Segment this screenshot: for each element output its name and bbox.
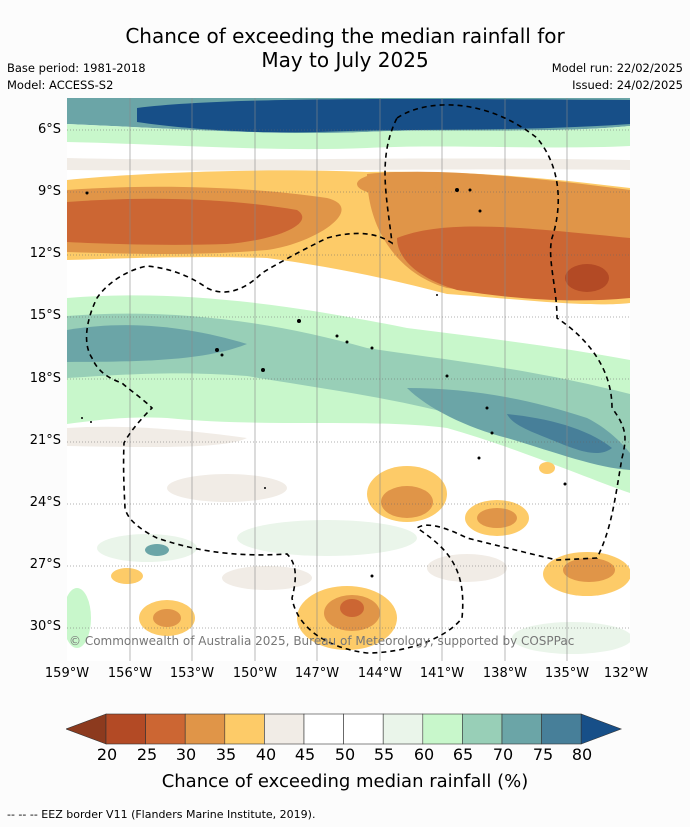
zone-70-east bbox=[407, 388, 630, 470]
colorbar-tick: 45 bbox=[294, 745, 316, 764]
lat-label: 9°S bbox=[37, 184, 61, 199]
lon-label: 156°W bbox=[107, 666, 153, 681]
colorbar-tick: 65 bbox=[452, 745, 474, 764]
graticule bbox=[67, 129, 630, 629]
lat-label: 24°S bbox=[29, 495, 61, 510]
zone-35-s2 bbox=[477, 508, 517, 528]
model-run: Model run: 22/02/2025 bbox=[551, 61, 683, 75]
zone-75-east bbox=[507, 414, 612, 454]
zone-30-s3 bbox=[340, 599, 364, 617]
colorbar-swatch bbox=[422, 713, 463, 745]
title-line-2: May to July 2025 bbox=[261, 48, 429, 72]
colorbar-swatch bbox=[462, 713, 503, 745]
colorbar-tick: 55 bbox=[373, 745, 395, 764]
base-period: Base period: 1981-2018 bbox=[7, 61, 146, 75]
lat-label: 15°S bbox=[29, 308, 61, 323]
zone-30-west bbox=[67, 198, 303, 245]
issued-date: Issued: 24/02/2025 bbox=[572, 78, 683, 92]
islands bbox=[81, 188, 567, 578]
meta-right: Model run: 22/02/2025 Issued: 24/02/2025 bbox=[552, 60, 683, 94]
colorbar-swatch bbox=[224, 713, 265, 745]
eez-borders bbox=[85, 104, 626, 654]
colorbar-tick: 70 bbox=[492, 745, 514, 764]
colorbar-swatch bbox=[382, 713, 424, 745]
title-line-1: Chance of exceeding the median rainfall … bbox=[125, 24, 565, 48]
zone-40-n1 bbox=[539, 462, 555, 474]
lon-label: 138°W bbox=[482, 666, 528, 681]
zone-35-north bbox=[357, 172, 437, 196]
lat-label: 30°S bbox=[29, 619, 61, 634]
zone-35-s1 bbox=[381, 486, 433, 518]
lon-label: 132°W bbox=[603, 666, 649, 681]
lat-label: 6°S bbox=[37, 122, 61, 137]
colorbar-swatch bbox=[264, 713, 305, 745]
colorbar-swatch bbox=[105, 713, 146, 745]
zone-70-s1 bbox=[145, 544, 169, 556]
zone-40-s6 bbox=[111, 568, 143, 584]
lat-label: 27°S bbox=[29, 557, 61, 572]
map-title: Chance of exceeding the median rainfall … bbox=[0, 24, 690, 72]
colorbar-tick: 50 bbox=[334, 745, 356, 764]
zone-60-65-north bbox=[67, 124, 630, 150]
colorbar-swatch bbox=[303, 713, 344, 745]
colorbar-arrow-high bbox=[580, 713, 623, 745]
colorbar-tick: 75 bbox=[532, 745, 554, 764]
lat-label: 21°S bbox=[29, 433, 61, 448]
lon-label: 150°W bbox=[232, 666, 278, 681]
colorbar-tick: 60 bbox=[413, 745, 435, 764]
zone-45-s2 bbox=[167, 474, 287, 502]
colorbar-swatch bbox=[343, 713, 384, 745]
zone-80 bbox=[137, 98, 630, 133]
zone-25-east bbox=[565, 264, 609, 292]
colorbar-swatch bbox=[541, 713, 582, 745]
colorbar-arrow-low bbox=[66, 713, 107, 745]
meridians bbox=[129, 98, 568, 661]
colorbar-tick: 40 bbox=[255, 745, 277, 764]
zone-60-s1 bbox=[237, 520, 417, 556]
zone-60-s4 bbox=[512, 622, 630, 654]
lon-label: 147°W bbox=[294, 666, 340, 681]
colorbar-swatch bbox=[501, 713, 542, 745]
zone-35-s4 bbox=[153, 609, 181, 627]
zone-45-s1 bbox=[222, 566, 312, 590]
colorbar-tick: 80 bbox=[571, 745, 593, 764]
lon-label: 159°W bbox=[44, 666, 90, 681]
zone-70-west bbox=[67, 325, 247, 362]
zone-45-north bbox=[67, 158, 630, 171]
meta-left: Base period: 1981-2018 Model: ACCESS-S2 bbox=[7, 60, 146, 94]
model-name: Model: ACCESS-S2 bbox=[7, 78, 114, 92]
lon-label: 135°W bbox=[544, 666, 590, 681]
colorbar-swatch bbox=[145, 713, 186, 745]
lon-label: 141°W bbox=[419, 666, 465, 681]
zone-45-s3 bbox=[427, 554, 507, 582]
colorbar-swatch bbox=[184, 713, 226, 745]
eez-legend: -- -- -- EEZ border V11 (Flanders Marine… bbox=[7, 808, 316, 821]
rainfall-map bbox=[67, 98, 630, 661]
colorbar-tick: 20 bbox=[96, 745, 118, 764]
lat-label: 18°S bbox=[29, 371, 61, 386]
copyright-text: © Commonwealth of Australia 2025, Bureau… bbox=[69, 634, 575, 648]
zone-35-s5 bbox=[563, 558, 615, 582]
colorbar-tick: 25 bbox=[136, 745, 158, 764]
lon-label: 153°W bbox=[169, 666, 215, 681]
colorbar-tick: 35 bbox=[215, 745, 237, 764]
colorbar-tick: 30 bbox=[175, 745, 197, 764]
lon-label: 144°W bbox=[357, 666, 403, 681]
zone-60-s3 bbox=[67, 588, 91, 648]
lat-label: 12°S bbox=[29, 246, 61, 261]
colorbar bbox=[66, 713, 623, 745]
colorbar-title: Chance of exceeding median rainfall (%) bbox=[161, 771, 529, 792]
